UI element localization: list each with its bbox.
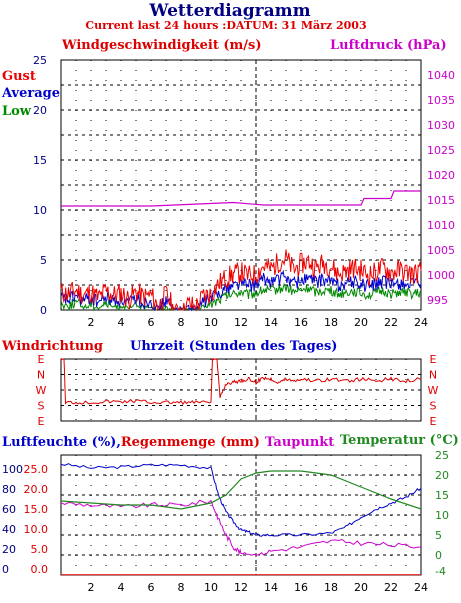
rain-ytick-1: 5.0 [31,543,49,556]
rain-ytick-5: 25.0 [24,463,49,476]
wind-xtick-20: 20 [354,316,368,329]
wind-xtick-22: 22 [384,316,398,329]
pressure-series-line [61,190,421,207]
humidity-xtick-16: 16 [294,581,308,594]
wind-xtick-12: 12 [234,316,248,329]
rain-ytick-0: 0.0 [31,563,49,576]
rain-label: Regenmenge (mm) [121,435,260,450]
wind-xtick-18: 18 [324,316,338,329]
direction-frame [60,358,422,422]
temperature-line [60,470,422,510]
legend-low: Low [2,104,32,119]
humidity-xtick-8: 8 [178,581,185,594]
humidity-ytick-80: 80 [2,483,16,496]
wind-ytick-5: 5 [40,254,47,267]
direction-left-label-3: S [38,400,45,413]
humidity-ytick-60: 60 [2,503,16,516]
direction-right-label-3: S [430,400,437,413]
humidity-xtick-18: 18 [324,581,338,594]
temperature-ytick-15: 15 [435,489,449,502]
wind-ytick-25: 25 [33,54,47,67]
chart-subtitle: Current last 24 hours :DATUM: 31 März 20… [85,19,366,32]
humidity-label: Luftfeuchte (%), [2,435,121,450]
humidity-line [60,463,422,537]
temperature-label-text: Temperatur ( [340,433,436,448]
pressure-ytick-1025: 1025 [427,144,455,157]
humidity-xtick-12: 12 [234,581,248,594]
wind-ytick-10: 10 [33,204,47,217]
humidity-ytick-0: 0 [2,563,9,576]
direction-left-label-2: W [36,384,47,397]
wind-frame [60,59,422,311]
pressure-ytick-1040: 1040 [427,69,455,82]
humidity-xtick-24: 24 [414,581,428,594]
direction-right-label-1: N [429,369,437,382]
wind-xtick-14: 14 [264,316,278,329]
humidity-xtick-6: 6 [148,581,155,594]
pressure-ytick-1030: 1030 [427,119,455,132]
humidity-xtick-22: 22 [384,581,398,594]
direction-left-label-4: E [38,415,45,428]
wind-ytick-15: 15 [33,154,47,167]
pressure-ytick-1035: 1035 [427,94,455,107]
direction-right-label-4: E [430,415,437,428]
legend-gust: Gust [2,69,36,84]
temperature-ytick-0: 0 [435,549,442,562]
humidity-ytick-40: 40 [2,523,16,536]
dewpoint-line [60,499,422,556]
temperature-ytick--4: -4 [435,565,446,578]
wind-xtick-24: 24 [414,316,428,329]
chart-marks-layer: 0510152025995100010051010101510201025103… [2,54,455,594]
pressure-ytick-1010: 1010 [427,219,455,232]
wind-xtick-4: 4 [118,316,125,329]
wind-xtick-6: 6 [148,316,155,329]
humidity-xtick-14: 14 [264,581,278,594]
wind-direction-line [60,357,422,406]
wind-xtick-8: 8 [178,316,185,329]
humidity-xtick-2: 2 [88,581,95,594]
pressure-ytick-995: 995 [427,294,448,307]
direction-right-label-0: E [430,353,437,366]
pressure-ytick-1005: 1005 [427,244,455,257]
wind-xtick-16: 16 [294,316,308,329]
rain-ytick-4: 20.0 [24,483,49,496]
humidity-ytick-100: 100 [2,463,23,476]
rain-ytick-2: 10.0 [24,523,49,536]
wind-xtick-10: 10 [204,316,218,329]
temperature-ytick-20: 20 [435,469,449,482]
direction-label: Windrichtung [1,339,103,354]
temperature-ytick-10: 10 [435,509,449,522]
wind-xtick-2: 2 [88,316,95,329]
wind-speed-label: Windgeschwindigkeit (m/s) [61,38,261,53]
humidity-ytick-20: 20 [2,543,16,556]
chart-title: Wetterdiagramm [148,1,310,21]
dewpoint-label: Taupunkt [265,435,334,450]
pressure-ytick-1015: 1015 [427,194,455,207]
wind-ytick-0: 0 [40,304,47,317]
time-axis-label: Uhrzeit (Stunden des Tages) [130,339,337,354]
wind-series-gust [60,249,422,312]
humidity-xtick-20: 20 [354,581,368,594]
legend-average: Average [1,86,60,101]
temperature-ytick-25: 25 [435,449,449,462]
rain-ytick-3: 15.0 [24,503,49,516]
pressure-ytick-1000: 1000 [427,269,455,282]
direction-left-label-1: N [37,369,45,382]
direction-right-label-2: W [428,384,439,397]
temperature-label: Temperatur (°C) [340,433,459,448]
humidity-rain-header: Luftfeuchte (%),Regenmenge (mm) [2,435,260,450]
temperature-unit: °C) [436,433,459,448]
pressure-label: Luftdruck (hPa) [330,38,447,53]
wind-series-low [60,282,422,312]
humidity-xtick-4: 4 [118,581,125,594]
direction-left-label-0: E [38,353,45,366]
pressure-ytick-1020: 1020 [427,169,455,182]
wind-ytick-20: 20 [33,104,47,117]
humidity-xtick-10: 10 [204,581,218,594]
temperature-ytick-5: 5 [435,529,442,542]
